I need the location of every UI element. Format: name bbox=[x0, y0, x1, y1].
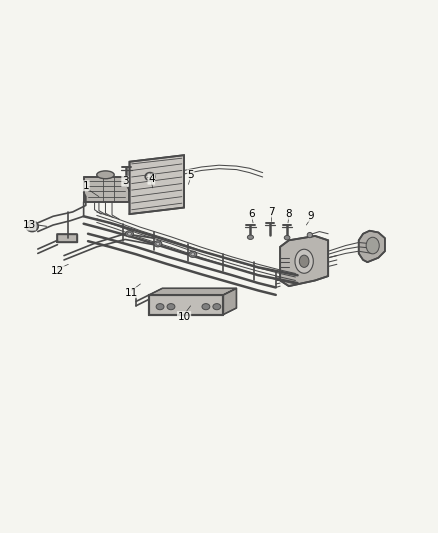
Ellipse shape bbox=[126, 231, 134, 237]
Ellipse shape bbox=[295, 249, 313, 273]
Polygon shape bbox=[280, 236, 328, 286]
Text: 3: 3 bbox=[122, 176, 128, 187]
Text: 9: 9 bbox=[307, 211, 314, 221]
Polygon shape bbox=[359, 231, 385, 262]
Ellipse shape bbox=[156, 304, 164, 310]
Text: 13: 13 bbox=[22, 220, 36, 230]
Ellipse shape bbox=[213, 304, 221, 310]
Ellipse shape bbox=[307, 232, 312, 238]
Text: 5: 5 bbox=[187, 170, 194, 180]
Ellipse shape bbox=[167, 304, 175, 310]
Ellipse shape bbox=[127, 232, 131, 235]
Ellipse shape bbox=[29, 224, 35, 229]
Text: 12: 12 bbox=[51, 266, 64, 276]
Ellipse shape bbox=[299, 255, 309, 268]
Polygon shape bbox=[57, 234, 77, 243]
Text: 11: 11 bbox=[125, 288, 138, 298]
Polygon shape bbox=[149, 295, 223, 314]
Ellipse shape bbox=[191, 253, 195, 256]
Polygon shape bbox=[149, 288, 237, 295]
Ellipse shape bbox=[154, 241, 162, 247]
Text: 10: 10 bbox=[177, 312, 191, 322]
Ellipse shape bbox=[202, 304, 210, 310]
Ellipse shape bbox=[366, 237, 379, 254]
Text: 7: 7 bbox=[268, 207, 275, 217]
Ellipse shape bbox=[189, 251, 197, 257]
Text: 1: 1 bbox=[82, 181, 89, 191]
Text: 6: 6 bbox=[248, 209, 255, 219]
Polygon shape bbox=[130, 155, 184, 214]
Polygon shape bbox=[223, 288, 237, 314]
Ellipse shape bbox=[156, 243, 160, 245]
Ellipse shape bbox=[247, 235, 254, 239]
Ellipse shape bbox=[26, 221, 38, 231]
Text: 8: 8 bbox=[286, 209, 292, 219]
Polygon shape bbox=[84, 177, 130, 202]
Ellipse shape bbox=[284, 236, 290, 240]
Text: 4: 4 bbox=[148, 174, 155, 184]
Ellipse shape bbox=[97, 171, 114, 179]
